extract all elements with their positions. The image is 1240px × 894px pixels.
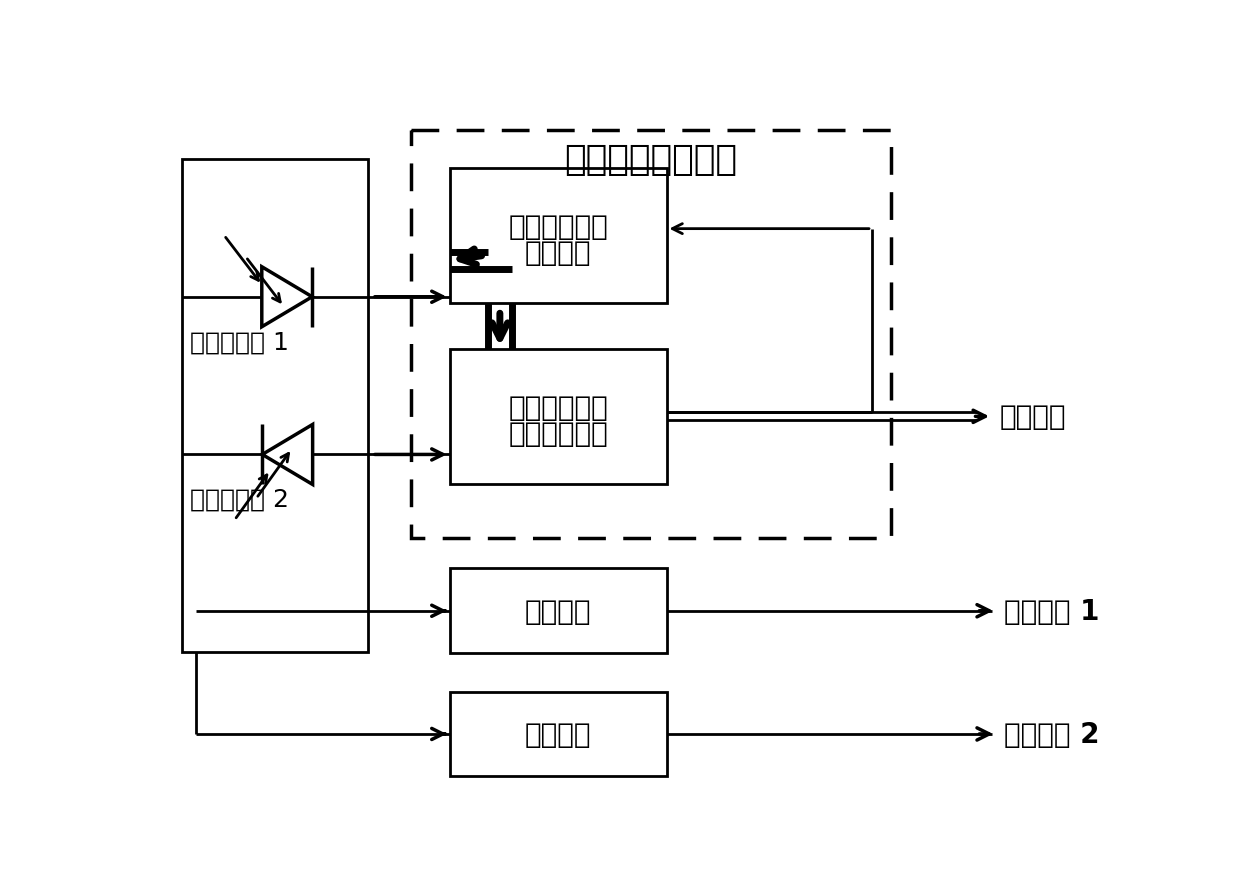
Text: 自动消偏放大模块: 自动消偏放大模块 <box>564 143 738 176</box>
Text: 单端输出 1: 单端输出 1 <box>1003 597 1099 625</box>
Text: 单端监测: 单端监测 <box>525 721 591 748</box>
Text: 硅光二极管 1: 硅光二极管 1 <box>190 330 289 354</box>
Text: 光电信号转换: 光电信号转换 <box>508 420 608 448</box>
Text: 硅光二极管 2: 硅光二极管 2 <box>190 487 289 511</box>
Polygon shape <box>262 267 312 327</box>
Text: 差分输出: 差分输出 <box>999 403 1066 431</box>
Bar <box>410 131 892 538</box>
Bar <box>449 350 667 485</box>
Text: 直流比例积分: 直流比例积分 <box>508 213 608 240</box>
Bar <box>449 692 667 776</box>
Bar <box>449 569 667 654</box>
Text: 反馈回路: 反馈回路 <box>525 239 591 267</box>
Text: 单端监测: 单端监测 <box>525 597 591 625</box>
Bar <box>182 160 368 652</box>
Text: 单端输出 2: 单端输出 2 <box>1003 721 1099 748</box>
Polygon shape <box>263 425 312 485</box>
Text: 跨阳放大电路: 跨阳放大电路 <box>508 393 608 422</box>
Bar <box>449 169 667 303</box>
